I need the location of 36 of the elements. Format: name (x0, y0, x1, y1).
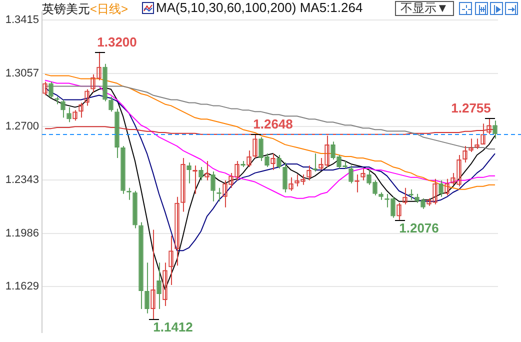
candlestick (348, 164, 354, 184)
candlestick (60, 99, 66, 118)
candlestick (108, 96, 114, 112)
annotation: 1.2755 (451, 100, 491, 116)
candlestick (438, 180, 444, 198)
candlestick (330, 141, 336, 160)
annotation: 1.2648 (253, 116, 293, 132)
candlestick (198, 166, 204, 181)
y-tick-label: 1.3415 (5, 14, 39, 26)
annotation: 1.2076 (399, 220, 439, 236)
candlestick (144, 262, 150, 314)
candlestick (186, 162, 192, 184)
candlestick (492, 120, 498, 140)
chart-subtitle: MA(5,10,30,60,100,200) MA5:1.264 (156, 0, 363, 15)
y-tick-label: 1.2343 (5, 174, 39, 186)
candlestick (390, 196, 396, 218)
y-tick-label: 1.1629 (5, 280, 39, 293)
candlestick (282, 162, 288, 193)
candlestick (66, 106, 72, 123)
y-tick-label: 1.2700 (5, 120, 39, 133)
chart-title: 英镑美元<日线> (42, 2, 128, 16)
y-tick-label: 1.3057 (5, 67, 39, 80)
candlestick (366, 169, 372, 186)
annotation: 1.3200 (97, 34, 137, 50)
candlestick (276, 154, 282, 169)
candlestick (48, 81, 54, 99)
annotation: 不显示▼ (395, 1, 454, 16)
candlestick (420, 198, 426, 210)
candlestick (336, 154, 342, 169)
candlestick (156, 262, 162, 310)
candlestick (264, 153, 270, 168)
y-tick-label: 1.1986 (5, 227, 39, 240)
candlestick (372, 180, 378, 196)
annotation: 1.1412 (153, 320, 193, 335)
candlestick (210, 170, 216, 202)
candlestick (258, 136, 264, 162)
